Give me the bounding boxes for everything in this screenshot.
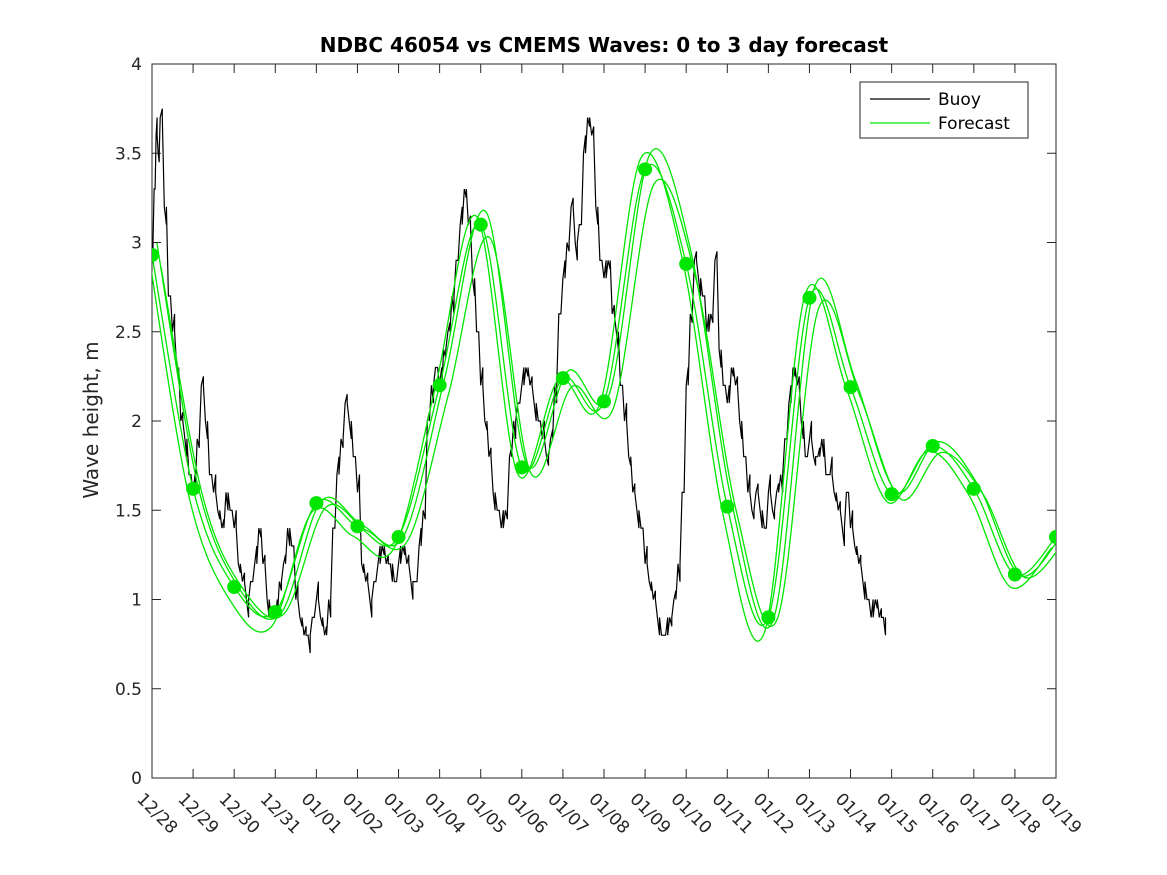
x-tick-label: 01/10 — [667, 789, 716, 838]
y-tick-label: 2.5 — [115, 323, 142, 343]
forecast-point — [761, 610, 776, 625]
forecast-point — [966, 481, 981, 496]
forecast-point — [679, 256, 694, 271]
chart-title: NDBC 46054 vs CMEMS Waves: 0 to 3 day fo… — [320, 33, 889, 57]
x-tick-label: 01/09 — [626, 789, 675, 838]
x-tick-label: 12/30 — [215, 789, 264, 838]
forecast-point — [802, 290, 817, 305]
y-tick-label: 0 — [131, 769, 142, 789]
legend: Buoy Forecast — [859, 81, 1029, 139]
forecast-point — [152, 247, 159, 262]
x-tick-label: 01/04 — [420, 789, 469, 838]
y-tick-label: 3.5 — [115, 144, 142, 164]
forecast-line — [152, 151, 1053, 642]
y-tick-label: 0.5 — [115, 680, 142, 700]
forecast-point — [309, 496, 324, 511]
x-tick-label: 01/17 — [954, 789, 1003, 838]
x-tick-label: 01/13 — [790, 789, 839, 838]
legend-label-forecast: Forecast — [938, 114, 1010, 134]
forecast-point — [925, 438, 940, 453]
forecast-point — [843, 380, 858, 395]
forecast-line — [160, 178, 1056, 627]
y-tick-label: 4 — [131, 55, 142, 75]
forecast-point — [720, 499, 735, 514]
x-tick-label: 01/02 — [338, 789, 387, 838]
axes-box — [151, 63, 1057, 779]
forecast-point — [473, 217, 488, 232]
x-tick-label: 01/07 — [543, 789, 592, 838]
forecast-point — [555, 371, 570, 386]
forecast-point — [597, 394, 611, 409]
x-tick-label: 01/14 — [831, 789, 880, 838]
x-tick-label: 01/15 — [872, 789, 921, 838]
forecast-point — [514, 460, 529, 475]
forecast-point — [350, 519, 365, 534]
forecast-point — [391, 530, 406, 545]
forecast-point — [884, 487, 899, 502]
buoy-line — [152, 108, 887, 654]
x-tick-label: 01/18 — [995, 789, 1044, 838]
y-axis-label: Wave height, m — [79, 341, 103, 498]
x-tick-label: 01/16 — [913, 789, 962, 838]
legend-box — [859, 81, 1029, 139]
y-tick-label: 1 — [131, 591, 142, 611]
forecast-point — [186, 481, 201, 496]
x-tick-label: 01/05 — [461, 789, 510, 838]
forecast-point — [638, 162, 653, 177]
plot-area: 00.511.522.533.5412/2812/2912/3012/3101/… — [115, 55, 1085, 838]
y-tick-label: 3 — [131, 234, 142, 254]
x-tick-label: 01/01 — [297, 789, 346, 838]
x-tick-label: 01/11 — [708, 789, 757, 838]
forecast-point — [227, 580, 242, 595]
x-tick-label: 01/03 — [379, 789, 428, 838]
x-tick-label: 01/08 — [584, 789, 633, 838]
x-tick-label: 12/29 — [174, 789, 223, 838]
y-tick-label: 2 — [131, 412, 142, 432]
x-tick-label: 12/28 — [132, 789, 181, 838]
x-tick-label: 01/19 — [1036, 789, 1085, 838]
forecast-point — [1049, 530, 1056, 545]
forecast-point — [268, 604, 283, 619]
forecast-point — [1007, 567, 1022, 582]
y-tick-label: 1.5 — [115, 501, 142, 521]
forecast-point — [432, 378, 447, 393]
x-tick-label: 12/31 — [256, 789, 305, 838]
series-layer — [152, 108, 1056, 654]
x-tick-label: 01/12 — [749, 789, 798, 838]
legend-label-buoy: Buoy — [938, 90, 981, 110]
x-tick-label: 01/06 — [502, 789, 551, 838]
